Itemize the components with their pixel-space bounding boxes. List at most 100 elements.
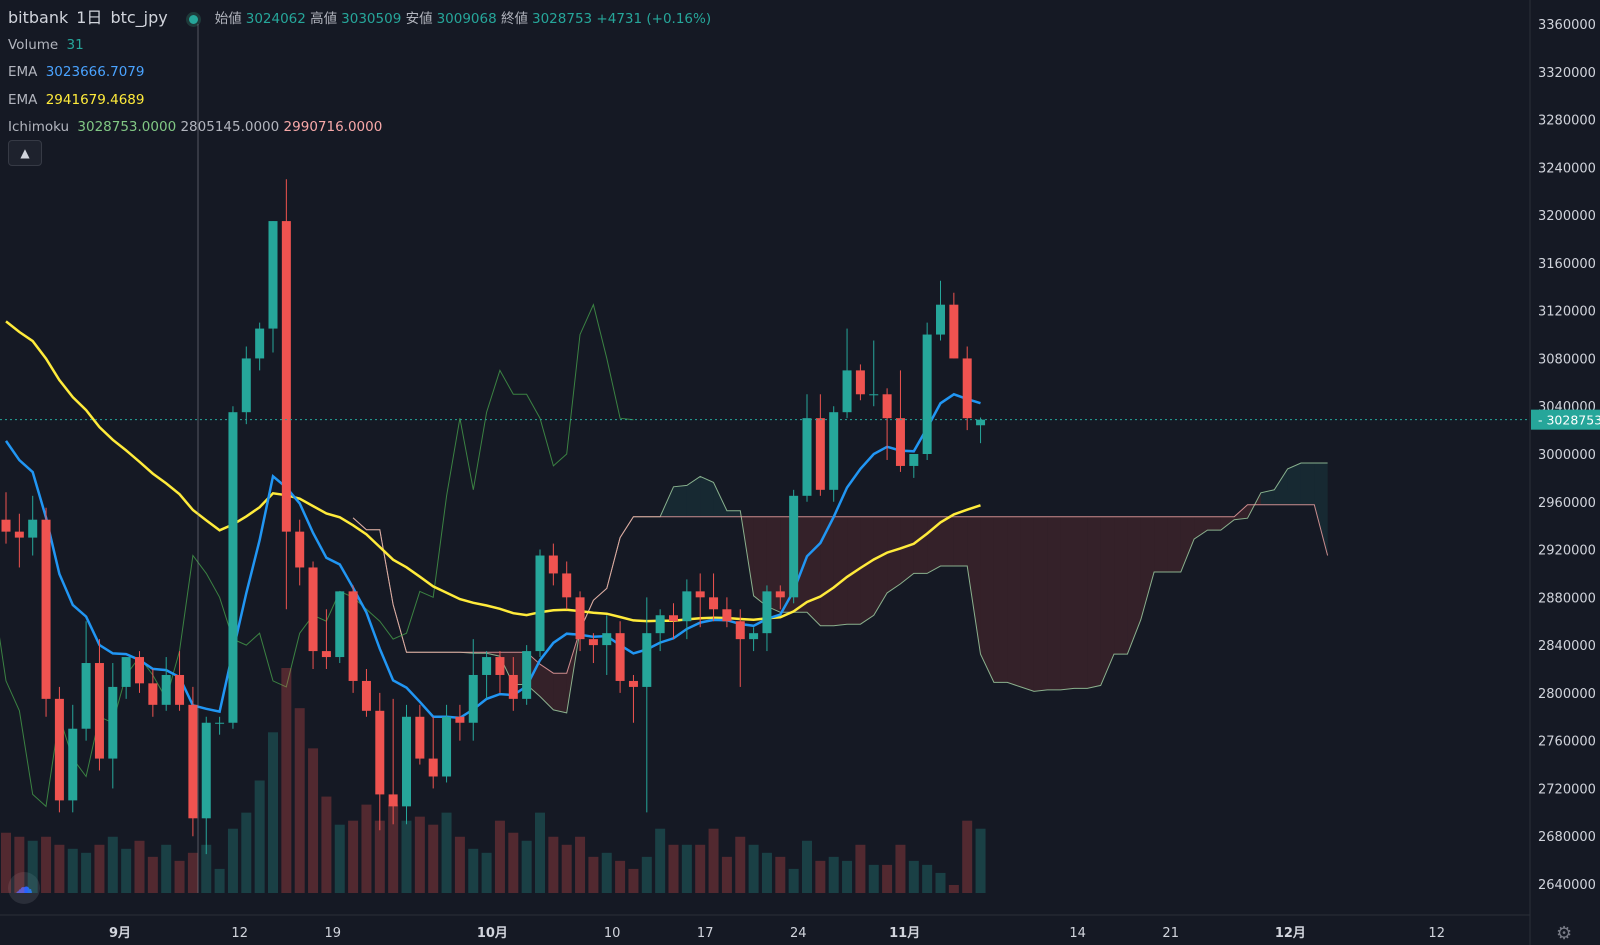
candle-body (775, 591, 785, 598)
candle-body (94, 663, 104, 759)
indicator-ichimoku-value-3: 2990716.0000 (283, 119, 383, 135)
close-label: 終値 (501, 11, 528, 27)
price-tick-label: 3200000 (1538, 209, 1596, 224)
volume-bar (922, 864, 933, 893)
cloud-segment (847, 516, 861, 625)
time-tick-label: 17 (697, 926, 714, 941)
candle-body (161, 674, 171, 705)
cloud-segment (1074, 516, 1088, 689)
indicator-ichimoku-value-1: 3028753.0000 (77, 119, 177, 135)
price-tick-label: 2800000 (1538, 687, 1596, 702)
candle-body (255, 328, 265, 359)
cloud-segment (1287, 462, 1301, 505)
volume-bar (615, 860, 626, 893)
candle (295, 519, 305, 586)
open-label: 始値 (214, 11, 242, 27)
volume-bar (628, 868, 639, 893)
candle (135, 651, 144, 693)
interval-label[interactable]: 1日 (76, 8, 103, 27)
candle (722, 597, 732, 628)
time-tick-label: 19 (325, 926, 342, 941)
candle-body (295, 531, 305, 568)
cloud-segment (1207, 516, 1221, 531)
volume-bar (708, 828, 719, 893)
candle (642, 597, 652, 813)
volume-bar (1, 832, 11, 893)
cloud-segment (833, 516, 848, 626)
price-tick-label: 2640000 (1538, 878, 1596, 893)
candle (682, 579, 692, 640)
volume-bar (201, 844, 212, 893)
candle-body (962, 358, 972, 419)
indicator-ema-long[interactable]: EMA 2941679.4689 (8, 87, 711, 115)
candle (1, 492, 11, 544)
candle-body (802, 418, 812, 496)
indicator-ema-short[interactable]: EMA 3023666.7079 (8, 59, 711, 87)
last-price-label: - 3028753 (1538, 413, 1600, 428)
candle-body (81, 663, 91, 729)
candle (508, 657, 518, 711)
symbol-name[interactable]: btc_jpy (110, 8, 168, 27)
candle (749, 627, 759, 652)
cloud-segment (1114, 516, 1128, 655)
indicator-lines (4, 320, 981, 720)
candle-body (108, 686, 118, 759)
candle (709, 573, 719, 622)
volume-bar (281, 668, 292, 893)
volume-bar (294, 708, 305, 893)
tradingview-logo-icon[interactable]: ☁ (8, 872, 40, 904)
volume-bar (535, 812, 545, 893)
candle-body (201, 722, 211, 819)
candle (882, 388, 892, 460)
volume-bar (361, 804, 372, 893)
candle (175, 651, 185, 711)
candle-body (869, 394, 879, 396)
open-value: 3024062 (245, 11, 306, 27)
candle-body (882, 394, 892, 419)
candle-body (829, 412, 839, 490)
volume-bar (721, 856, 732, 893)
market-status-icon (185, 11, 201, 27)
candle-body (428, 758, 438, 777)
chikou-span-line (0, 303, 634, 808)
indicator-volume[interactable]: Volume 31 (8, 32, 711, 60)
candle-body (415, 716, 425, 759)
volume-bar (735, 836, 746, 893)
volume-bar (521, 840, 532, 893)
ema-short-line (4, 392, 981, 720)
volume-bar (775, 856, 786, 893)
candle (468, 639, 478, 741)
candle-body (1, 519, 11, 532)
cloud-segment (1087, 516, 1101, 689)
price-tick-label: 3240000 (1538, 161, 1596, 176)
collapse-legend-button[interactable]: ▲ (8, 140, 42, 166)
candle-body (895, 418, 905, 466)
candle-body (455, 716, 465, 723)
candle (655, 609, 665, 652)
price-tick-label: 3320000 (1538, 66, 1596, 81)
candle-body (682, 591, 692, 622)
time-tick-label: 12 (231, 926, 248, 941)
candle (762, 585, 772, 652)
candle (41, 507, 51, 717)
candle (415, 704, 425, 765)
indicator-ichimoku[interactable]: Ichimoku 3028753.0000 2805145.0000 29907… (8, 114, 711, 142)
candle-body (54, 698, 64, 801)
candle-body (655, 615, 665, 634)
symbol-row[interactable]: bitbank 1日 btc_jpy 始値 3024062 高値 3030509 安値 30… (8, 4, 711, 32)
candle (455, 704, 465, 741)
candle-body (281, 221, 291, 532)
candle-body (14, 531, 24, 538)
exchange-name[interactable]: bitbank (8, 8, 69, 27)
candle-body (949, 304, 959, 359)
candle (428, 716, 438, 789)
change-value: +4731 (+0.16%) (596, 11, 712, 27)
candle-body (909, 454, 919, 466)
candle-body (669, 615, 678, 622)
candle (815, 394, 825, 496)
candle-body (642, 633, 652, 687)
volume-bar (107, 836, 118, 893)
gear-icon[interactable]: ⚙ (1556, 923, 1573, 944)
volume-bar (548, 836, 559, 893)
